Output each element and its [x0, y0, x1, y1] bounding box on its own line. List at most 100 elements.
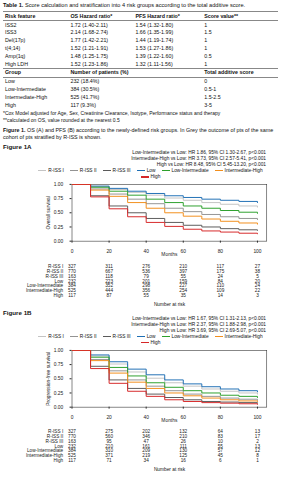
svg-text:1.00: 1.00 — [54, 348, 64, 353]
html-text:1.44 (1.19-1.74): 1.44 (1.19-1.74) — [135, 37, 174, 44]
svg-text:Months: Months — [161, 252, 178, 257]
html-text:High LDH: High LDH — [5, 60, 28, 67]
html-text:OS Hazard ratio*: OS Hazard ratio* — [70, 12, 113, 19]
svg-text:311: 311 — [105, 263, 113, 269]
svg-text:Low: Low — [54, 278, 64, 284]
html-text:Number of patients (%): Number of patients (%) — [70, 69, 129, 76]
html-text:Risk feature: Risk feature — [5, 12, 36, 19]
svg-text:40: 40 — [143, 415, 149, 420]
html-text:Intermediate-High: Intermediate-High — [224, 167, 263, 173]
html-text:Low-Intermediate vs Low: HR 1.: Low-Intermediate vs Low: HR 1.86, 95% CI… — [132, 149, 266, 155]
svg-text:0.00: 0.00 — [54, 405, 64, 410]
svg-text:20: 20 — [106, 415, 112, 420]
svg-text:16: 16 — [181, 459, 187, 464]
html-text:1.72 (1.40-2.11): 1.72 (1.40-2.11) — [70, 21, 108, 28]
html-text:ISS2: ISS2 — [5, 21, 17, 28]
svg-text:0.25: 0.25 — [54, 391, 64, 396]
html-text:1.32 (1.11-1.56): 1.32 (1.11-1.56) — [135, 60, 173, 67]
html-text:**calculated on OS, value roun: **calculated on OS, value rounded at the… — [3, 117, 120, 124]
svg-text:Overall survival: Overall survival — [46, 196, 51, 229]
svg-text:0: 0 — [71, 250, 74, 255]
html-text:Low-Intermediate: Low-Intermediate — [171, 167, 209, 173]
svg-text:0.25: 0.25 — [54, 225, 64, 230]
html-text:1.48 (1.25-1.75): 1.48 (1.25-1.75) — [70, 52, 109, 59]
html-text:384 (30.5%): 384 (30.5%) — [70, 86, 100, 92]
svg-text:100: 100 — [253, 250, 261, 255]
svg-text:0.50: 0.50 — [54, 376, 64, 381]
svg-text:40: 40 — [143, 250, 149, 255]
html-text:Figure 1A: Figure 1A — [3, 142, 32, 150]
svg-text:87: 87 — [106, 293, 112, 298]
svg-text:34: 34 — [144, 459, 150, 464]
html-text:R-ISS III: R-ISS III — [112, 167, 131, 173]
html-text:3-5: 3-5 — [204, 101, 212, 108]
html-text:0.5-1: 0.5-1 — [204, 86, 217, 92]
svg-text:80: 80 — [218, 250, 224, 255]
svg-text:0.75: 0.75 — [54, 196, 64, 201]
html-text:Group: Group — [5, 69, 21, 76]
svg-text:R-ISS II: R-ISS II — [46, 268, 64, 274]
svg-text:0.75: 0.75 — [54, 362, 64, 367]
svg-text:0: 0 — [71, 415, 74, 420]
html-text:Score value**: Score value** — [204, 12, 239, 19]
html-text:1.5: 1.5 — [204, 29, 212, 36]
svg-text:117: 117 — [68, 459, 76, 464]
svg-text:High: High — [54, 459, 64, 464]
svg-text:14: 14 — [218, 293, 224, 298]
html-text:*Cox Model adjusted for Age, S: *Cox Model adjusted for Age, Sex, Creati… — [3, 109, 221, 116]
html-text:0.5: 0.5 — [204, 52, 212, 59]
svg-text:1.00: 1.00 — [54, 182, 64, 187]
svg-text:Intermediate-High: Intermediate-High — [25, 287, 64, 293]
html-text:Amp(1q): Amp(1q) — [5, 52, 26, 59]
svg-text:Progression-free survival: Progression-free survival — [46, 352, 51, 406]
svg-text:R-ISS I: R-ISS I — [48, 263, 64, 269]
svg-text:60: 60 — [181, 415, 187, 420]
html-text:Low: Low — [146, 167, 156, 173]
html-text:PFS Hazard ratio*: PFS Hazard ratio* — [135, 12, 180, 19]
svg-text:55: 55 — [144, 293, 150, 298]
svg-text:60: 60 — [181, 250, 187, 255]
html-text:2.14 (1.68-2.74): 2.14 (1.68-2.74) — [70, 29, 109, 36]
svg-text:20: 20 — [106, 250, 112, 255]
svg-text:0.00: 0.00 — [54, 239, 64, 244]
html-text:232 (18.4%): 232 (18.4%) — [70, 78, 100, 85]
html-text:Figure 1. OS (A) and PFS (B) a: Figure 1. OS (A) and PFS (B) according t… — [3, 126, 274, 140]
svg-text:3: 3 — [256, 293, 259, 298]
html-text:1.39 (1.22-1.60): 1.39 (1.22-1.60) — [135, 52, 174, 59]
svg-text:100: 100 — [253, 415, 261, 420]
html-text:1.53 (1.27-1.86): 1.53 (1.27-1.86) — [135, 45, 174, 51]
svg-text:Months: Months — [161, 418, 178, 423]
html-text:1.52 (1.23-1.86): 1.52 (1.23-1.86) — [70, 60, 109, 67]
svg-text:35: 35 — [181, 293, 187, 298]
html-text:Low-Intermediate: Low-Intermediate — [5, 86, 46, 92]
svg-text:80: 80 — [218, 415, 224, 420]
svg-text:6: 6 — [219, 459, 222, 464]
svg-text:1: 1 — [256, 459, 259, 464]
html-text:Low: Low — [5, 78, 15, 85]
html-text:1.66 (1.35-1.99): 1.66 (1.35-1.99) — [135, 29, 174, 36]
html-text:R-ISS II: R-ISS II — [79, 167, 97, 173]
html-text:High vs Low: HR 8.48, 95% CI 5: High vs Low: HR 8.48, 95% CI 5.45-13.20,… — [156, 161, 266, 167]
html-text:Table 1. Score calculation and: Table 1. Score calculation and stratific… — [3, 2, 246, 8]
html-text:ISS3: ISS3 — [5, 29, 17, 36]
html-text:Figure 1B: Figure 1B — [3, 308, 32, 316]
html-text:525 (41.7%): 525 (41.7%) — [70, 93, 100, 100]
html-text:117 (9.3%): 117 (9.3%) — [70, 101, 96, 108]
html-text:1.5-2.5: 1.5-2.5 — [204, 93, 221, 100]
html-text:t(4;14): t(4;14) — [5, 45, 21, 51]
html-text:Intermediate-High vs Low: HR 3: Intermediate-High vs Low: HR 3.73, 95% C… — [131, 155, 266, 161]
svg-text:R-ISS III: R-ISS III — [45, 273, 64, 279]
svg-text:327: 327 — [68, 263, 76, 269]
html-text:R-ISS I: R-ISS I — [48, 167, 64, 173]
svg-text:71: 71 — [106, 459, 112, 464]
html-text:1.54 (1.32-1.80): 1.54 (1.32-1.80) — [135, 21, 174, 28]
html-text:Del(17p): Del(17p) — [5, 37, 26, 44]
html-text:Total additive score: Total additive score — [204, 69, 254, 76]
html-text:1.77 (1.42-2.21): 1.77 (1.42-2.21) — [70, 37, 109, 44]
svg-text:0.50: 0.50 — [54, 211, 64, 216]
html-text:Intermediate-High: Intermediate-High — [5, 93, 48, 100]
svg-text:High: High — [54, 293, 64, 298]
svg-text:117: 117 — [68, 293, 76, 298]
html-text:1.52 (1.21-1.91): 1.52 (1.21-1.91) — [70, 45, 109, 51]
html-text:High: High — [5, 101, 16, 108]
